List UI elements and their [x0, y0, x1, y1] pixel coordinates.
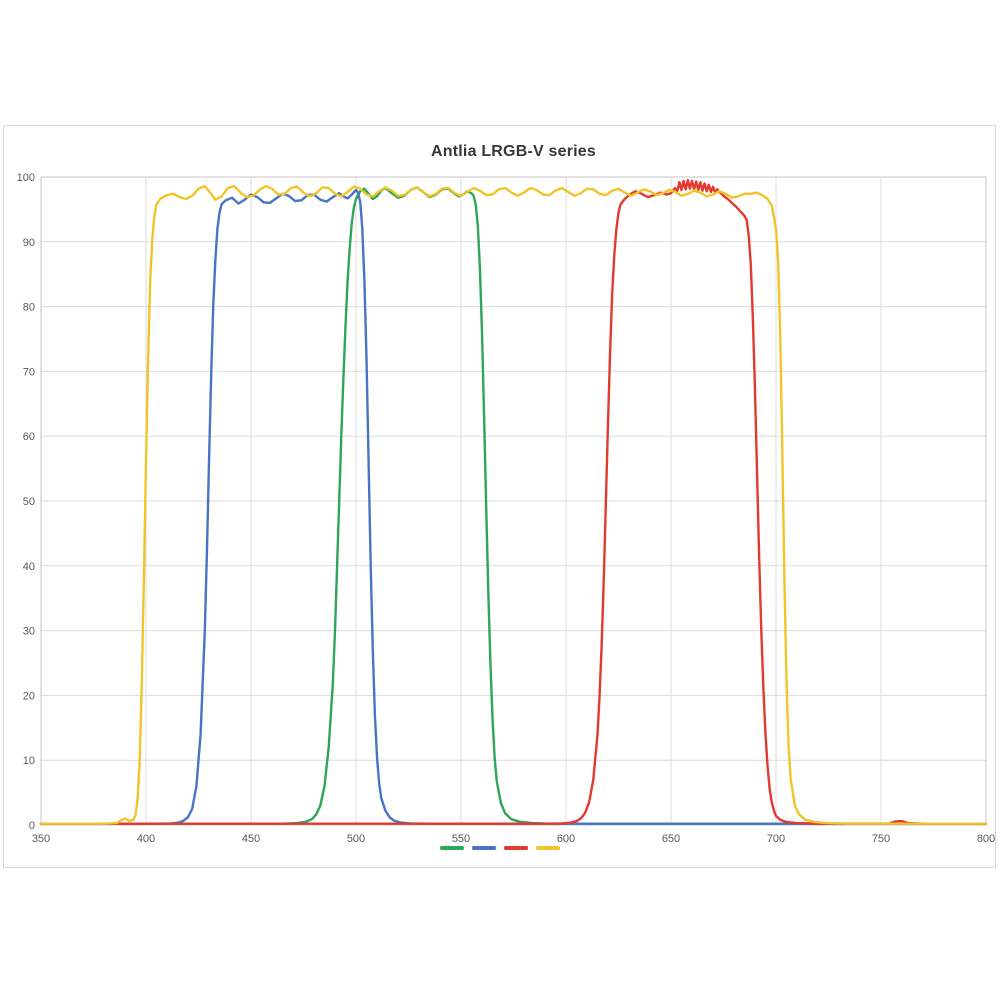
- x-tick-label-750: 750: [872, 833, 890, 845]
- x-tick-label-650: 650: [662, 833, 680, 845]
- plot-svg: 350 400 450 500 550 600 650 700 750 800 0 10 20 30 40 5…: [17, 172, 995, 845]
- y-tick-label-30: 30: [23, 626, 35, 638]
- y-tick-label-50: 50: [23, 496, 35, 508]
- legend-swatch-blue: [471, 846, 496, 850]
- x-tick-label-800: 800: [977, 833, 995, 845]
- x-tick-label-450: 450: [242, 833, 260, 845]
- x-tick-label-550: 550: [452, 833, 470, 845]
- chart-title: Antlia LRGB-V series: [431, 143, 596, 160]
- series-line-blue: [39, 188, 988, 825]
- x-tick-label-400: 400: [137, 833, 155, 845]
- y-tick-label-10: 10: [23, 755, 35, 767]
- y-tick-label-80: 80: [23, 302, 35, 314]
- x-tick-label-700: 700: [767, 833, 785, 845]
- legend-swatch-green: [439, 846, 464, 850]
- y-tick-label-40: 40: [23, 561, 35, 573]
- y-tick-label-90: 90: [23, 237, 35, 249]
- series-line-green: [39, 186, 988, 825]
- y-tick-label-0: 0: [29, 820, 35, 832]
- plot-border: [40, 176, 987, 826]
- series-line-yellow: [39, 184, 988, 825]
- x-tick-label-350: 350: [32, 833, 50, 845]
- legend: [4, 846, 995, 850]
- y-tick-label-70: 70: [23, 366, 35, 378]
- y-tick-label-20: 20: [23, 690, 35, 702]
- chart-card: 350 400 450 500 550 600 650 700 750 800 0 10 20 30 40 5…: [3, 125, 996, 868]
- x-tick-label-500: 500: [347, 833, 365, 845]
- y-tick-label-60: 60: [23, 431, 35, 443]
- legend-swatch-yellow: [535, 846, 560, 850]
- y-tick-label-100: 100: [17, 172, 35, 184]
- x-tick-label-600: 600: [557, 833, 575, 845]
- legend-swatch-red: [503, 846, 528, 850]
- series-line-red: [39, 179, 988, 825]
